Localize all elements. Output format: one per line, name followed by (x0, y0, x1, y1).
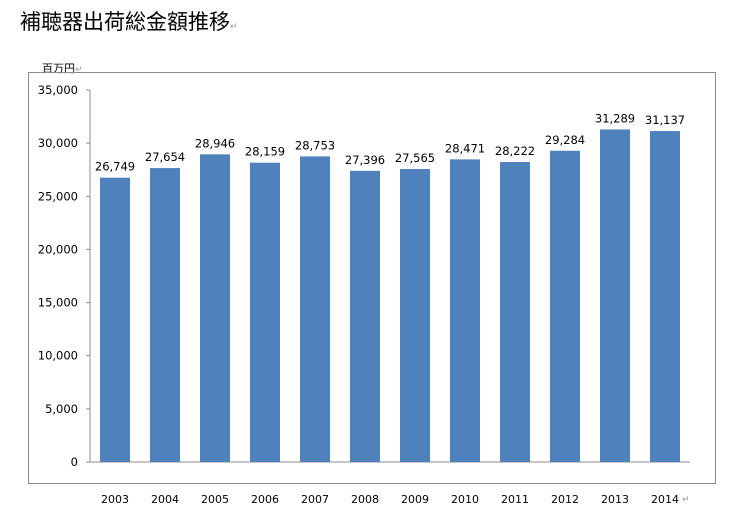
x-tick-label: 2010 (451, 493, 479, 506)
data-label: 28,222 (495, 144, 535, 158)
return-mark-icon: ↵ (230, 22, 238, 32)
return-mark-icon: ↵ (75, 65, 83, 75)
y-tick-label: 35,000 (38, 83, 78, 97)
y-tick-label: 30,000 (38, 136, 78, 150)
bar (500, 162, 530, 462)
data-label: 29,284 (545, 133, 585, 147)
bar (650, 131, 680, 462)
data-label: 27,654 (145, 150, 185, 164)
data-label: 28,753 (295, 138, 335, 152)
y-tick-label: 25,000 (38, 189, 78, 203)
x-tick-label: 2011 (501, 493, 529, 506)
bar (350, 170, 380, 463)
x-tick-label: 2003 (101, 493, 129, 506)
x-tick-label: 2007 (301, 493, 329, 506)
page-title: 補聴器出荷総金額推移↵ (20, 10, 238, 34)
y-tick-label: 15,000 (38, 296, 78, 310)
data-label: 28,159 (245, 145, 285, 159)
data-label: 27,396 (345, 153, 385, 167)
bar (550, 150, 580, 462)
bar (100, 177, 130, 462)
x-tick-label: 2008 (351, 493, 379, 506)
bar (150, 168, 180, 462)
y-axis-unit-label: 百万円↵ (42, 62, 83, 75)
y-tick-label: 0 (71, 455, 78, 469)
bar (300, 156, 330, 463)
bar (600, 129, 630, 462)
bar (450, 159, 480, 463)
data-label: 28,471 (445, 141, 485, 155)
data-label: 31,289 (595, 111, 635, 125)
data-label: 27,565 (395, 151, 435, 165)
bar (250, 162, 280, 462)
x-tick-label: 2012 (551, 493, 579, 506)
bar (200, 154, 230, 462)
x-tick-label: 2004 (151, 493, 179, 506)
x-tick-label: 2006 (251, 493, 279, 506)
data-label: 31,137 (645, 113, 685, 127)
data-label: 28,946 (195, 136, 235, 150)
bar (400, 169, 430, 462)
chart-area (28, 72, 716, 484)
x-tick-label: 2014 (651, 493, 679, 506)
y-tick-label: 5,000 (45, 402, 78, 416)
data-label: 26,749 (95, 160, 135, 174)
y-tick-label: 20,000 (38, 242, 78, 256)
x-tick-label: 2009 (401, 493, 429, 506)
y-tick-label: 10,000 (38, 349, 78, 363)
return-mark-icon: ↵ (682, 495, 690, 505)
x-tick-label: 2005 (201, 493, 229, 506)
x-tick-label: 2013 (601, 493, 629, 506)
